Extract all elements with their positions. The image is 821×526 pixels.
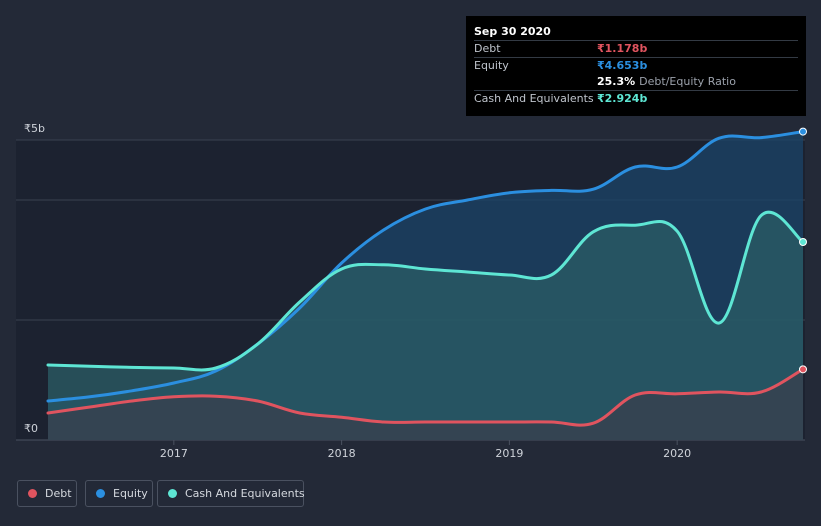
legend-label-debt: Debt xyxy=(45,487,72,500)
legend-item-debt[interactable]: Debt xyxy=(17,480,77,507)
series-areas xyxy=(48,131,803,440)
tooltip-label: Debt xyxy=(474,42,501,55)
y-tick-label: ₹5b xyxy=(24,122,45,135)
x-tick-label: 2019 xyxy=(495,447,523,460)
series-endpoints xyxy=(799,127,807,374)
data-tooltip: Sep 30 2020 Debt ₹1.178b Equity ₹4.653b … xyxy=(466,16,806,116)
endpoint-debt xyxy=(799,365,807,374)
series-lines xyxy=(46,130,805,427)
tooltip-ratio-value: 25.3% xyxy=(597,75,636,88)
legend-dot-debt xyxy=(28,489,37,498)
axes: ₹0 ₹5b 2017 2018 2019 2020 xyxy=(24,122,691,460)
line-cash-and-equivalents xyxy=(46,211,805,372)
line-equity xyxy=(46,130,805,403)
x-tick-label: 2017 xyxy=(160,447,188,460)
tooltip-value-cash: ₹2.924b xyxy=(597,92,648,105)
legend-label-cash: Cash And Equivalents xyxy=(185,487,305,500)
endpoint-equity xyxy=(799,127,807,136)
legend-dot-equity xyxy=(96,489,105,498)
area-cash-and-equivalents xyxy=(48,212,803,440)
tooltip-value-equity: ₹4.653b xyxy=(597,59,648,72)
tooltip-label: Cash And Equivalents xyxy=(474,92,594,105)
tooltip-row-equity: Equity ₹4.653b xyxy=(474,57,798,74)
line-debt xyxy=(46,367,805,427)
area-debt xyxy=(48,369,803,440)
legend-item-equity[interactable]: Equity xyxy=(85,480,153,507)
legend-label-equity: Equity xyxy=(113,487,148,500)
x-tick-label: 2020 xyxy=(663,447,691,460)
x-tick-label: 2018 xyxy=(328,447,356,460)
y-tick-label: ₹0 xyxy=(24,422,38,435)
tooltip-ratio: 25.3% Debt/Equity Ratio xyxy=(597,74,736,90)
tooltip-row-ratio: 25.3% Debt/Equity Ratio xyxy=(474,74,798,90)
endpoint-cash-and-equivalents xyxy=(799,238,807,246)
tooltip-label: Equity xyxy=(474,59,509,72)
tooltip-value-debt: ₹1.178b xyxy=(597,42,648,55)
tooltip-ratio-label: Debt/Equity Ratio xyxy=(639,75,736,88)
tooltip-date: Sep 30 2020 xyxy=(474,25,551,38)
legend-dot-cash xyxy=(168,489,177,498)
tooltip-row-debt: Debt ₹1.178b xyxy=(474,40,798,57)
tooltip-row-cash: Cash And Equivalents ₹2.924b xyxy=(474,90,798,107)
legend-item-cash[interactable]: Cash And Equivalents xyxy=(157,480,305,507)
